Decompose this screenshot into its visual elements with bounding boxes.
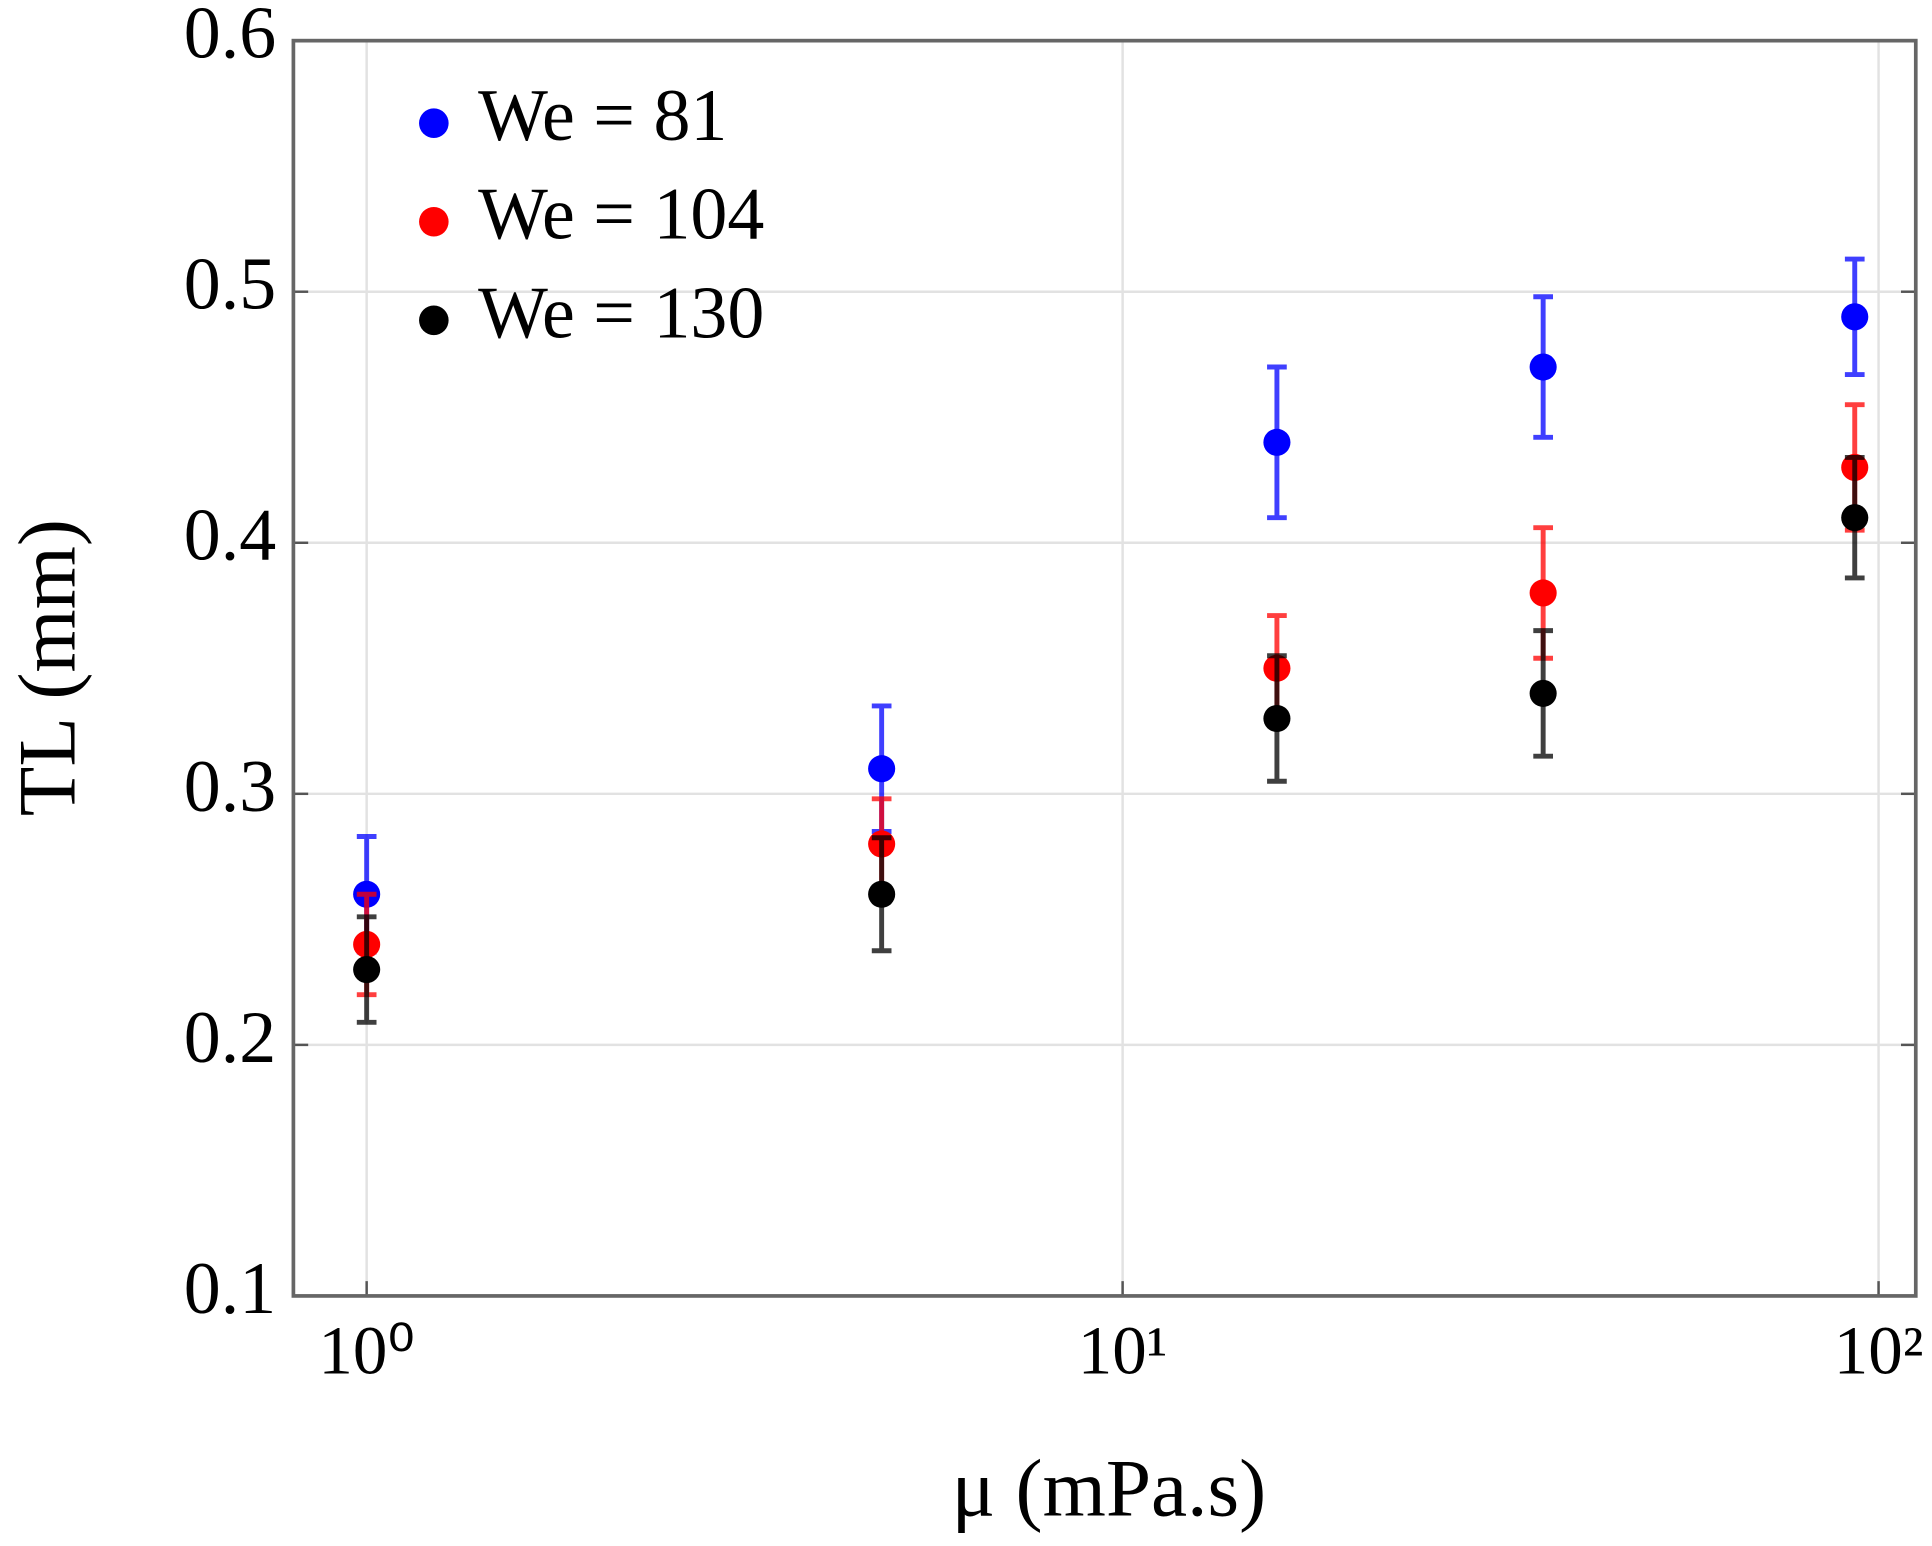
x-tick-label: 10⁰ (318, 1312, 415, 1388)
point (353, 956, 381, 984)
y-tick-label: 0.5 (184, 243, 276, 325)
point (1841, 504, 1869, 532)
x-tick-label: 10¹ (1078, 1312, 1168, 1388)
y-tick-label: 0.1 (184, 1247, 276, 1329)
y-axis-label: TL (mm) (2, 519, 92, 816)
x-axis-label: μ (mPa.s) (952, 1443, 1267, 1533)
legend-marker (419, 305, 449, 336)
point (868, 755, 896, 783)
legend-marker (419, 108, 449, 138)
y-tick-label: 0.4 (184, 494, 276, 576)
point (1529, 679, 1557, 707)
legend-label: We = 130 (478, 271, 764, 353)
legend-marker (419, 206, 449, 237)
x-tick-label: 10² (1834, 1312, 1924, 1388)
y-tick-label: 0.3 (184, 745, 276, 827)
point (1263, 704, 1291, 733)
point (868, 880, 896, 908)
legend-label: We = 81 (478, 74, 727, 156)
legend-label: We = 104 (478, 173, 764, 255)
y-tick-label: 0.2 (184, 996, 276, 1078)
point (1841, 303, 1869, 331)
point (1263, 428, 1291, 456)
point (1529, 353, 1557, 381)
point (1529, 579, 1557, 607)
plot-frame (291, 38, 1918, 1298)
y-tick-label: 0.6 (184, 0, 276, 74)
